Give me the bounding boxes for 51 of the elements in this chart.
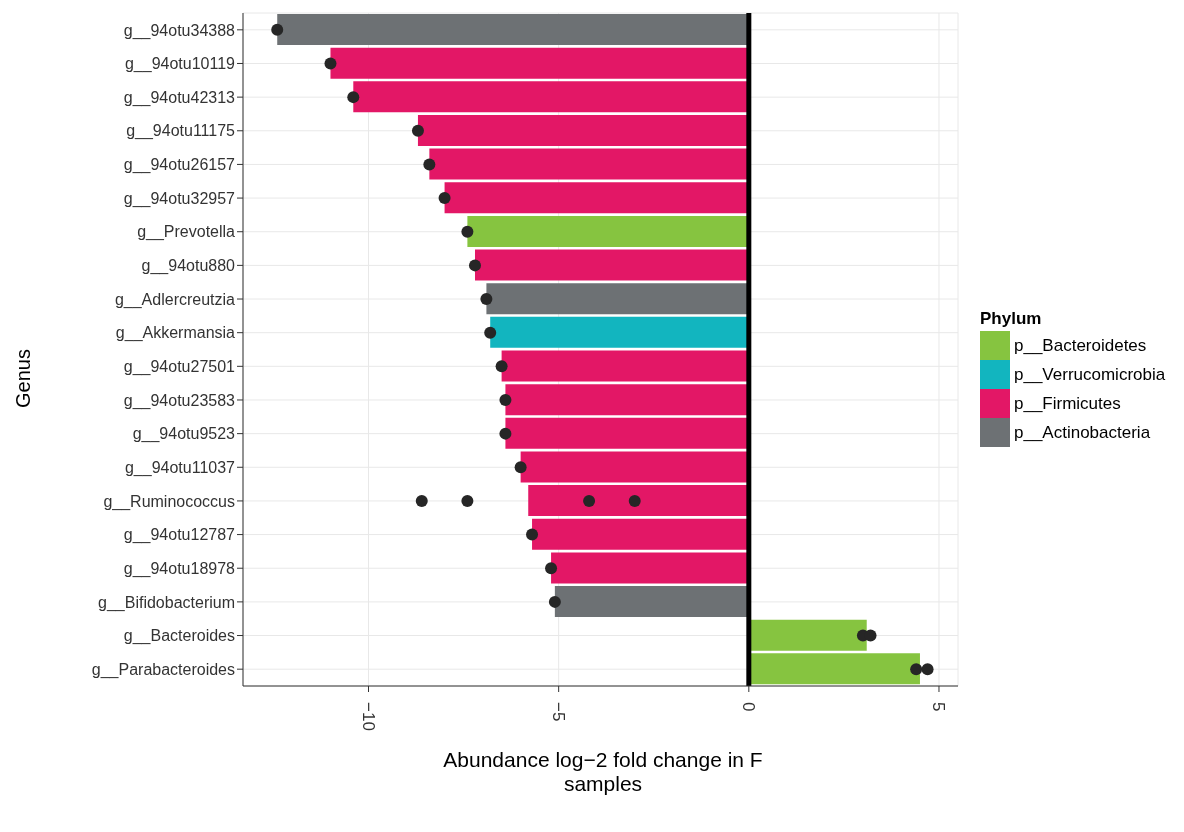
- y-tick-label: g__94otu27501: [123, 358, 236, 377]
- y-tick-label: g__Bifidobacterium: [98, 593, 235, 612]
- bar: [353, 81, 749, 113]
- y-tick-label: g__Ruminococcus: [103, 492, 235, 511]
- y-tick-label: g__Prevotella: [137, 223, 236, 242]
- bar: [444, 182, 749, 214]
- bar: [505, 417, 749, 449]
- bar: [330, 47, 749, 79]
- y-tick-label: g__Bacteroides: [123, 627, 235, 646]
- y-tick-label: g__94otu12787: [123, 526, 236, 545]
- y-tick-label: g__Adlercreutzia: [114, 290, 236, 309]
- y-tick-label: g__94otu34388: [123, 21, 236, 40]
- bar: [417, 114, 749, 146]
- x-tick-label: 5: [929, 702, 949, 712]
- legend-label: p__Actinobacteria: [1014, 422, 1151, 443]
- y-tick-label: g__Parabacteroides: [91, 660, 235, 679]
- y-tick-label: g__94otu9523: [132, 425, 236, 444]
- y-tick-label: g__Akkermansia: [115, 324, 236, 343]
- legend-label: p__Verrucomicrobia: [1014, 364, 1166, 385]
- bar: [520, 451, 749, 483]
- x-tick-label: −5: [548, 702, 568, 722]
- legend-title: Phylum: [980, 309, 1043, 329]
- x-tick-label: −10: [358, 702, 378, 731]
- y-tick-label: g__94otu26157: [123, 156, 236, 175]
- bar: [528, 485, 749, 517]
- bar: [748, 619, 867, 651]
- bar: [554, 586, 749, 618]
- y-axis-title: Genus: [11, 348, 35, 408]
- bar: [486, 283, 749, 315]
- bar: [505, 384, 749, 416]
- bar: [474, 249, 749, 281]
- legend-label: p__Firmicutes: [1014, 393, 1121, 414]
- y-tick-label: g__94otu32957: [123, 189, 236, 208]
- y-tick-label: g__94otu11037: [124, 458, 236, 477]
- y-tick-label: g__94otu10119: [124, 55, 236, 74]
- x-axis-title: Abundance log−2 fold change in F samples: [442, 748, 764, 796]
- bar: [277, 14, 749, 45]
- x-tick-label: 0: [738, 702, 758, 712]
- bar: [490, 316, 749, 348]
- legend-label: p__Bacteroidetes: [1014, 335, 1147, 356]
- bar: [532, 518, 749, 550]
- bar: [467, 215, 749, 247]
- y-tick-label: g__94otu18978: [123, 559, 236, 578]
- bar: [748, 653, 920, 685]
- y-tick-label: g__94otu11175: [126, 122, 236, 141]
- bar: [501, 350, 749, 382]
- bar: [551, 552, 749, 584]
- y-tick-label: g__94otu23583: [123, 391, 236, 410]
- y-tick-label: g__94otu880: [141, 257, 236, 276]
- y-tick-label: g__94otu42313: [123, 88, 236, 107]
- bar: [429, 148, 749, 180]
